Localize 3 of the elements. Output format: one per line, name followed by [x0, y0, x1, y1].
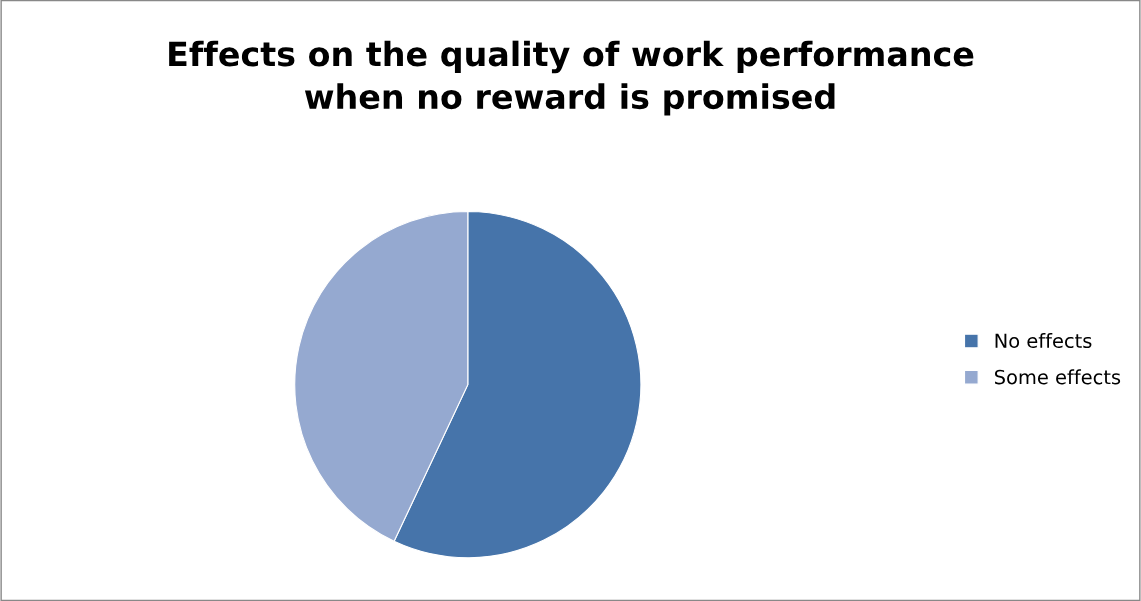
legend-label: Some effects: [994, 369, 1121, 385]
chart-title: Effects on the quality of work performance when no reward is promised: [169, 40, 974, 116]
legend-label: No effects: [995, 333, 1092, 349]
